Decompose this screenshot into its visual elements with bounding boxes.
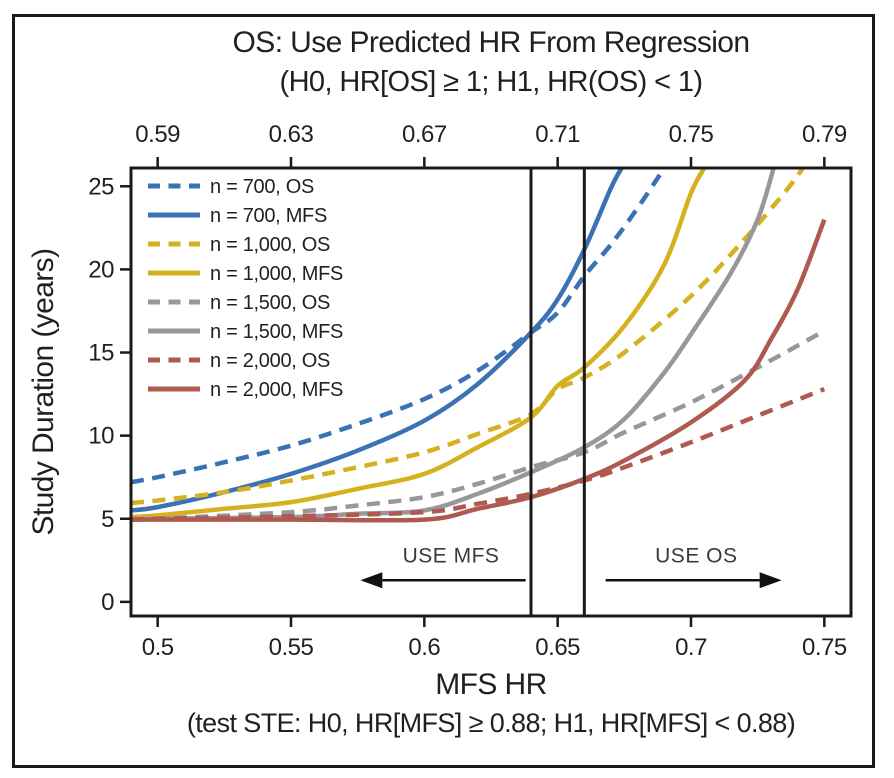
annotation-label: USE OS — [655, 544, 737, 567]
legend-label: n = 1,500, MFS — [210, 321, 343, 343]
y-axis-tick-label: 15 — [88, 340, 114, 367]
annotation-use-mfs: USE MFS — [360, 544, 526, 589]
y-axis-tick-label: 0 — [101, 589, 114, 616]
x-axis-tick-label: 0.7 — [675, 634, 707, 661]
series-line-n-700-os — [131, 168, 667, 485]
legend-item-n-1-000-mfs: n = 1,000, MFS — [148, 263, 343, 285]
top-axis-tick-label: 0.59 — [135, 121, 180, 148]
series-line-n-2-000-mfs — [131, 218, 827, 523]
legend-item-n-700-os: n = 700, OS — [148, 176, 314, 198]
annotation-label: USE MFS — [403, 544, 500, 567]
legend-label: n = 700, OS — [210, 176, 314, 198]
x-axis-sublabel: (test STE: H0, HR[MFS] ≥ 0.88; H1, HR[MF… — [186, 708, 796, 738]
y-axis-tick-label: 20 — [88, 256, 114, 283]
plot-frame — [129, 166, 853, 618]
legend-label: n = 1,000, OS — [210, 234, 330, 256]
top-axis-tick-label: 0.79 — [802, 121, 847, 148]
y-axis-tick-label: 25 — [88, 173, 114, 200]
legend-label: n = 1,000, MFS — [210, 263, 343, 285]
chart-subtitle: (H0, HR[OS] ≥ 1; H1, HR(OS) < 1) — [279, 66, 704, 98]
series-line-n-700-mfs — [131, 168, 624, 513]
chart-title: OS: Use Predicted HR From Regression — [232, 26, 751, 59]
legend-label: n = 700, MFS — [210, 205, 327, 227]
legend-item-n-1-000-os: n = 1,000, OS — [148, 234, 330, 256]
x-axis-tick-label: 0.55 — [269, 634, 314, 661]
legend: n = 700, OS n = 700, MFS n = 1,000, OS n = … — [148, 176, 343, 401]
x-axis-tick-label: 0.5 — [142, 634, 174, 661]
top-axis-tick-label: 0.67 — [402, 121, 447, 148]
x-axis-tick-label: 0.6 — [408, 634, 440, 661]
y-axis-tick-label: 5 — [101, 506, 114, 533]
annotation-arrow-head-left — [360, 572, 383, 589]
legend-item-n-1-500-os: n = 1,500, OS — [148, 292, 330, 314]
series-line-n-2-000-os — [131, 387, 826, 522]
top-axis-tick-label: 0.71 — [535, 121, 580, 148]
series-curves — [131, 168, 827, 523]
legend-item-n-2-000-os: n = 2,000, OS — [148, 350, 330, 372]
legend-label: n = 2,000, MFS — [210, 379, 343, 401]
legend-item-n-700-mfs: n = 700, MFS — [148, 205, 327, 227]
annotation-use-os: USE OS — [605, 544, 782, 589]
series-line-n-1-000-mfs — [131, 168, 707, 520]
legend-item-n-1-500-mfs: n = 1,500, MFS — [148, 321, 343, 343]
y-axis-tick-label: 10 — [88, 423, 114, 450]
figure-border — [12, 14, 875, 768]
legend-label: n = 1,500, OS — [210, 292, 330, 314]
legend-label: n = 2,000, OS — [210, 350, 330, 372]
top-axis-tick-label: 0.75 — [669, 121, 714, 148]
x-axis-tick-label: 0.65 — [535, 634, 580, 661]
x-axis-label: MFS HR — [435, 668, 547, 701]
legend-item-n-2-000-mfs: n = 2,000, MFS — [148, 379, 343, 401]
top-axis-tick-label: 0.63 — [269, 121, 314, 148]
annotation-arrow-head-right — [759, 572, 782, 589]
series-line-n-1-500-os — [131, 328, 826, 522]
x-axis-tick-label: 0.75 — [802, 634, 847, 661]
